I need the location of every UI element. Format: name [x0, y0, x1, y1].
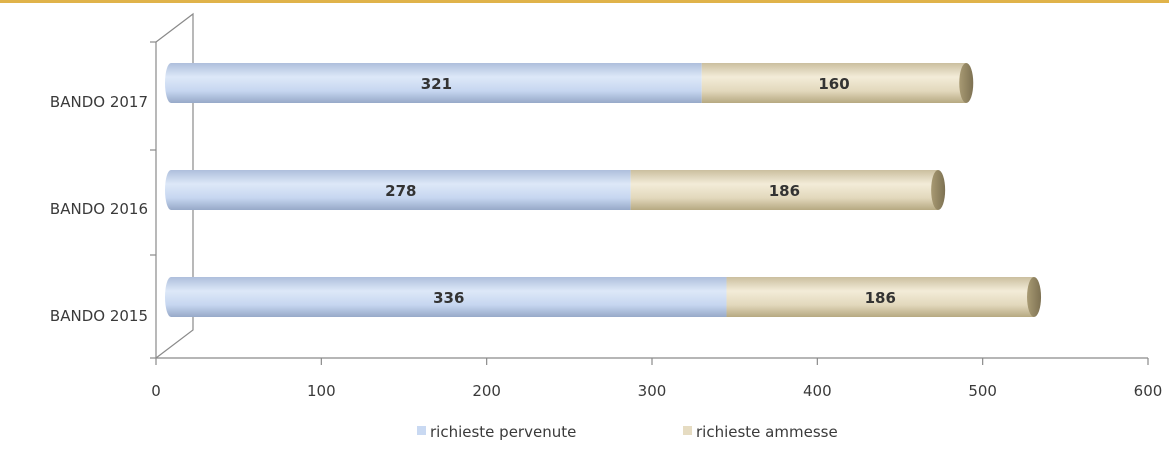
bars [165, 63, 1042, 317]
data-label: 186 [769, 182, 800, 200]
labels: 0 100 200 300 400 500 600 BANDO 2017 BANDO 2016 B… [50, 75, 1162, 400]
bar-segment-ammesse [630, 170, 939, 210]
x-tick-label: 200 [472, 382, 501, 400]
data-label: 160 [818, 75, 849, 93]
bar-left-cap [165, 170, 177, 210]
bar-end-cap [1027, 277, 1042, 317]
category-label: BANDO 2015 [50, 307, 148, 325]
x-tick-label: 600 [1134, 382, 1163, 400]
legend-entry: richieste pervenute [430, 423, 576, 441]
data-label: 321 [421, 75, 452, 93]
legend-entry: richieste ammesse [696, 423, 838, 441]
legend-swatch [683, 426, 692, 435]
bar-segment-pervenute [171, 277, 727, 317]
x-tick-label: 100 [307, 382, 336, 400]
category-label: BANDO 2016 [50, 200, 148, 218]
x-tick-label: 300 [638, 382, 667, 400]
x-tick-label: 0 [151, 382, 161, 400]
bar-segment-pervenute [171, 170, 631, 210]
x-tick-label: 400 [803, 382, 832, 400]
bar-segment-pervenute [171, 63, 702, 103]
bar-end-cap [931, 170, 946, 210]
category-label: BANDO 2017 [50, 93, 148, 111]
legend-swatch [417, 426, 426, 435]
x-tick-label: 500 [968, 382, 997, 400]
bar-end-cap [959, 63, 974, 103]
bar-left-cap [165, 277, 177, 317]
data-label: 336 [433, 289, 464, 307]
bar-left-cap [165, 63, 177, 103]
legend: richieste pervenute richieste ammesse [417, 423, 838, 441]
top-border [0, 0, 1169, 3]
data-label: 186 [865, 289, 896, 307]
bar-segment-ammesse [701, 63, 967, 103]
bar-segment-ammesse [726, 277, 1035, 317]
data-label: 278 [385, 182, 416, 200]
